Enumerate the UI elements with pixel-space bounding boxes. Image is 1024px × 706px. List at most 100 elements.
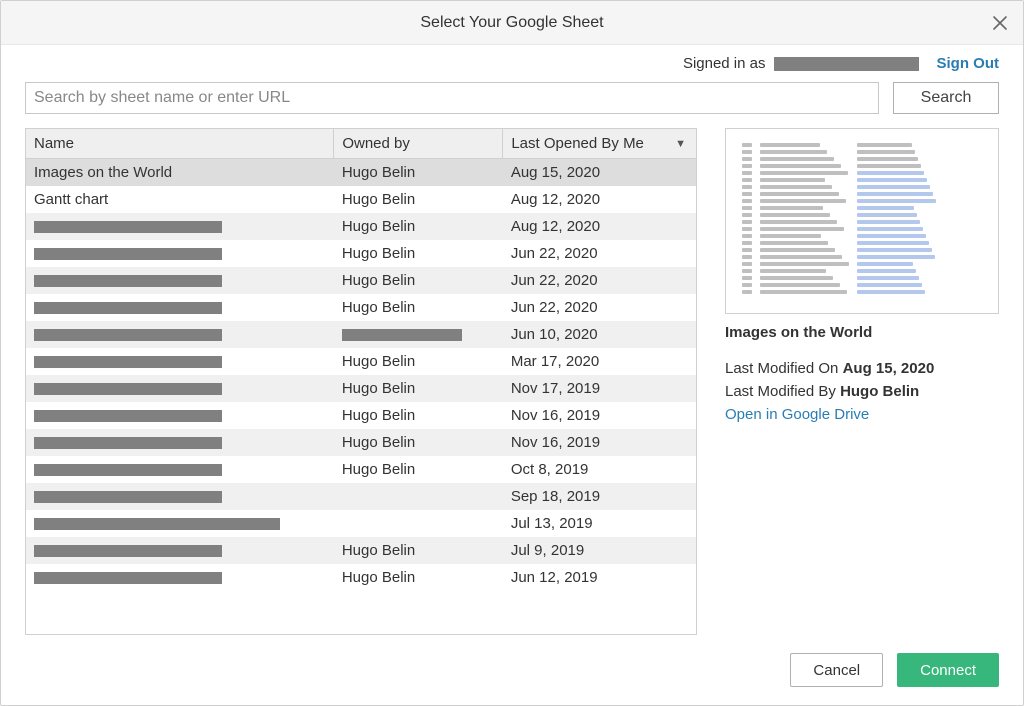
cell-owner: Hugo Belin: [334, 186, 503, 213]
redacted-name: [34, 383, 222, 395]
cell-owner: Hugo Belin: [334, 375, 503, 402]
cell-name: [26, 429, 334, 456]
cell-owner: Hugo Belin: [334, 240, 503, 267]
cell-last-opened: Oct 8, 2019: [503, 456, 696, 483]
cell-name: [26, 348, 334, 375]
cell-last-opened: Jul 9, 2019: [503, 537, 696, 564]
auth-bar: Signed in as Sign Out: [1, 45, 1023, 76]
redacted-name: [34, 248, 222, 260]
cell-owner: Hugo Belin: [334, 402, 503, 429]
sheet-thumbnail: [725, 128, 999, 314]
detail-panel: Images on the World Last Modified On Aug…: [725, 128, 999, 635]
table-row[interactable]: Sep 18, 2019: [26, 483, 696, 510]
table-row[interactable]: Hugo BelinAug 12, 2020: [26, 213, 696, 240]
table-row[interactable]: Hugo BelinJun 22, 2020: [26, 240, 696, 267]
cell-name: [26, 240, 334, 267]
table-row[interactable]: Hugo BelinMar 17, 2020: [26, 348, 696, 375]
cell-name: [26, 456, 334, 483]
cell-name: [26, 402, 334, 429]
col-header-last-opened[interactable]: Last Opened By Me ▼: [503, 129, 696, 159]
footer: Cancel Connect: [1, 635, 1023, 705]
cell-owner: Hugo Belin: [334, 294, 503, 321]
col-header-name[interactable]: Name: [26, 129, 334, 159]
cell-owner: [334, 483, 503, 510]
detail-modified-on: Last Modified On Aug 15, 2020: [725, 357, 999, 380]
signed-in-user-redacted: [774, 57, 919, 71]
redacted-name: [34, 410, 222, 422]
table-row[interactable]: Hugo BelinOct 8, 2019: [26, 456, 696, 483]
redacted-owner: [342, 329, 462, 341]
table-row[interactable]: Hugo BelinJun 22, 2020: [26, 294, 696, 321]
cell-last-opened: Nov 16, 2019: [503, 429, 696, 456]
sheet-table-wrap: Name Owned by Last Opened By Me ▼ Images…: [25, 128, 697, 635]
table-row[interactable]: Hugo BelinNov 17, 2019: [26, 375, 696, 402]
cell-owner: Hugo Belin: [334, 537, 503, 564]
main-area: Name Owned by Last Opened By Me ▼ Images…: [1, 128, 1023, 635]
cell-owner: [334, 321, 503, 348]
cancel-button[interactable]: Cancel: [790, 653, 883, 687]
cell-name: [26, 294, 334, 321]
search-row: Search: [1, 76, 1023, 128]
cell-name: [26, 564, 334, 591]
table-row[interactable]: Gantt chartHugo BelinAug 12, 2020: [26, 186, 696, 213]
redacted-name: [34, 302, 222, 314]
cell-last-opened: Jun 22, 2020: [503, 267, 696, 294]
redacted-name: [34, 329, 222, 341]
table-row[interactable]: Hugo BelinJul 9, 2019: [26, 537, 696, 564]
col-header-owned-by[interactable]: Owned by: [334, 129, 503, 159]
dialog-title: Select Your Google Sheet: [420, 14, 603, 32]
signed-in-label: Signed in as: [683, 55, 766, 72]
cell-owner: Hugo Belin: [334, 213, 503, 240]
search-input[interactable]: [25, 82, 879, 114]
cell-name: [26, 537, 334, 564]
redacted-name: [34, 518, 280, 530]
redacted-name: [34, 545, 222, 557]
cell-owner: Hugo Belin: [334, 159, 503, 187]
detail-modified-by: Last Modified By Hugo Belin: [725, 380, 999, 403]
cell-owner: [334, 510, 503, 537]
titlebar: Select Your Google Sheet: [1, 1, 1023, 45]
cell-last-opened: Jun 10, 2020: [503, 321, 696, 348]
sheet-table: Name Owned by Last Opened By Me ▼ Images…: [26, 129, 696, 591]
cell-last-opened: Sep 18, 2019: [503, 483, 696, 510]
table-row[interactable]: Jun 10, 2020: [26, 321, 696, 348]
detail-title: Images on the World: [725, 324, 999, 341]
redacted-name: [34, 464, 222, 476]
table-row[interactable]: Hugo BelinJun 12, 2019: [26, 564, 696, 591]
cell-last-opened: Jun 12, 2019: [503, 564, 696, 591]
google-sheet-picker-dialog: Select Your Google Sheet Signed in as Si…: [0, 0, 1024, 706]
connect-button[interactable]: Connect: [897, 653, 999, 687]
sign-out-link[interactable]: Sign Out: [937, 55, 1000, 72]
cell-name: [26, 213, 334, 240]
redacted-name: [34, 221, 222, 233]
redacted-name: [34, 491, 222, 503]
table-row[interactable]: Hugo BelinNov 16, 2019: [26, 429, 696, 456]
redacted-name: [34, 437, 222, 449]
cell-owner: Hugo Belin: [334, 456, 503, 483]
cell-name: Gantt chart: [26, 186, 334, 213]
redacted-name: [34, 356, 222, 368]
cell-name: [26, 267, 334, 294]
cell-owner: Hugo Belin: [334, 564, 503, 591]
cell-last-opened: Mar 17, 2020: [503, 348, 696, 375]
cell-name: [26, 375, 334, 402]
cell-last-opened: Jun 22, 2020: [503, 294, 696, 321]
table-row[interactable]: Hugo BelinNov 16, 2019: [26, 402, 696, 429]
cell-last-opened: Aug 12, 2020: [503, 186, 696, 213]
cell-name: Images on the World: [26, 159, 334, 187]
cell-last-opened: Nov 16, 2019: [503, 402, 696, 429]
table-row[interactable]: Jul 13, 2019: [26, 510, 696, 537]
cell-last-opened: Aug 15, 2020: [503, 159, 696, 187]
cell-last-opened: Jul 13, 2019: [503, 510, 696, 537]
redacted-name: [34, 572, 222, 584]
open-in-drive-link[interactable]: Open in Google Drive: [725, 406, 999, 423]
cell-name: [26, 510, 334, 537]
search-button[interactable]: Search: [893, 82, 999, 114]
close-icon[interactable]: [991, 14, 1009, 32]
table-row[interactable]: Hugo BelinJun 22, 2020: [26, 267, 696, 294]
redacted-name: [34, 275, 222, 287]
cell-last-opened: Jun 22, 2020: [503, 240, 696, 267]
cell-owner: Hugo Belin: [334, 267, 503, 294]
cell-owner: Hugo Belin: [334, 348, 503, 375]
table-row[interactable]: Images on the WorldHugo BelinAug 15, 202…: [26, 159, 696, 187]
